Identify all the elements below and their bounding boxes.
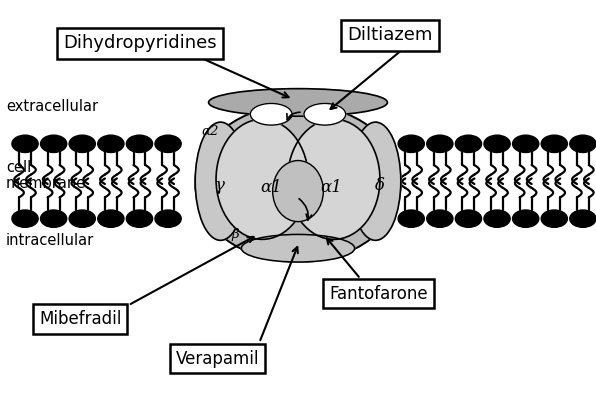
- Text: δ: δ: [375, 177, 385, 194]
- Text: membrane: membrane: [6, 176, 86, 191]
- Circle shape: [126, 210, 153, 227]
- Ellipse shape: [216, 119, 309, 240]
- Text: Diltiazem: Diltiazem: [347, 26, 433, 45]
- Text: α1: α1: [320, 178, 342, 196]
- Circle shape: [455, 135, 482, 152]
- Ellipse shape: [209, 89, 387, 116]
- Circle shape: [155, 135, 181, 152]
- Circle shape: [69, 210, 95, 227]
- Circle shape: [41, 210, 67, 227]
- Ellipse shape: [195, 104, 401, 262]
- Circle shape: [98, 135, 124, 152]
- Circle shape: [541, 135, 567, 152]
- Ellipse shape: [250, 104, 292, 125]
- Text: Mibefradil: Mibefradil: [39, 310, 122, 328]
- Text: α2: α2: [201, 126, 219, 138]
- Circle shape: [398, 135, 424, 152]
- Circle shape: [570, 135, 596, 152]
- Circle shape: [427, 135, 453, 152]
- Circle shape: [455, 210, 482, 227]
- Circle shape: [484, 135, 510, 152]
- Text: cell: cell: [6, 160, 31, 175]
- Ellipse shape: [350, 122, 401, 240]
- Circle shape: [398, 210, 424, 227]
- Ellipse shape: [195, 122, 246, 240]
- Circle shape: [41, 135, 67, 152]
- Text: extracellular: extracellular: [6, 99, 98, 114]
- Circle shape: [541, 210, 567, 227]
- Text: β: β: [232, 228, 239, 241]
- Ellipse shape: [241, 234, 355, 262]
- Circle shape: [98, 210, 124, 227]
- Circle shape: [427, 210, 453, 227]
- Circle shape: [12, 210, 38, 227]
- Circle shape: [513, 135, 539, 152]
- Circle shape: [513, 210, 539, 227]
- Ellipse shape: [304, 104, 346, 125]
- Ellipse shape: [273, 161, 323, 221]
- Circle shape: [69, 135, 95, 152]
- Text: α1: α1: [260, 178, 282, 196]
- Circle shape: [126, 135, 153, 152]
- Text: Dihydropyridines: Dihydropyridines: [63, 34, 217, 52]
- Circle shape: [570, 210, 596, 227]
- Text: γ: γ: [215, 177, 224, 194]
- Ellipse shape: [288, 119, 380, 240]
- Text: Fantofarone: Fantofarone: [329, 284, 428, 303]
- Text: intracellular: intracellular: [6, 233, 94, 248]
- Text: Verapamil: Verapamil: [176, 349, 259, 368]
- Circle shape: [12, 135, 38, 152]
- Circle shape: [484, 210, 510, 227]
- Circle shape: [155, 210, 181, 227]
